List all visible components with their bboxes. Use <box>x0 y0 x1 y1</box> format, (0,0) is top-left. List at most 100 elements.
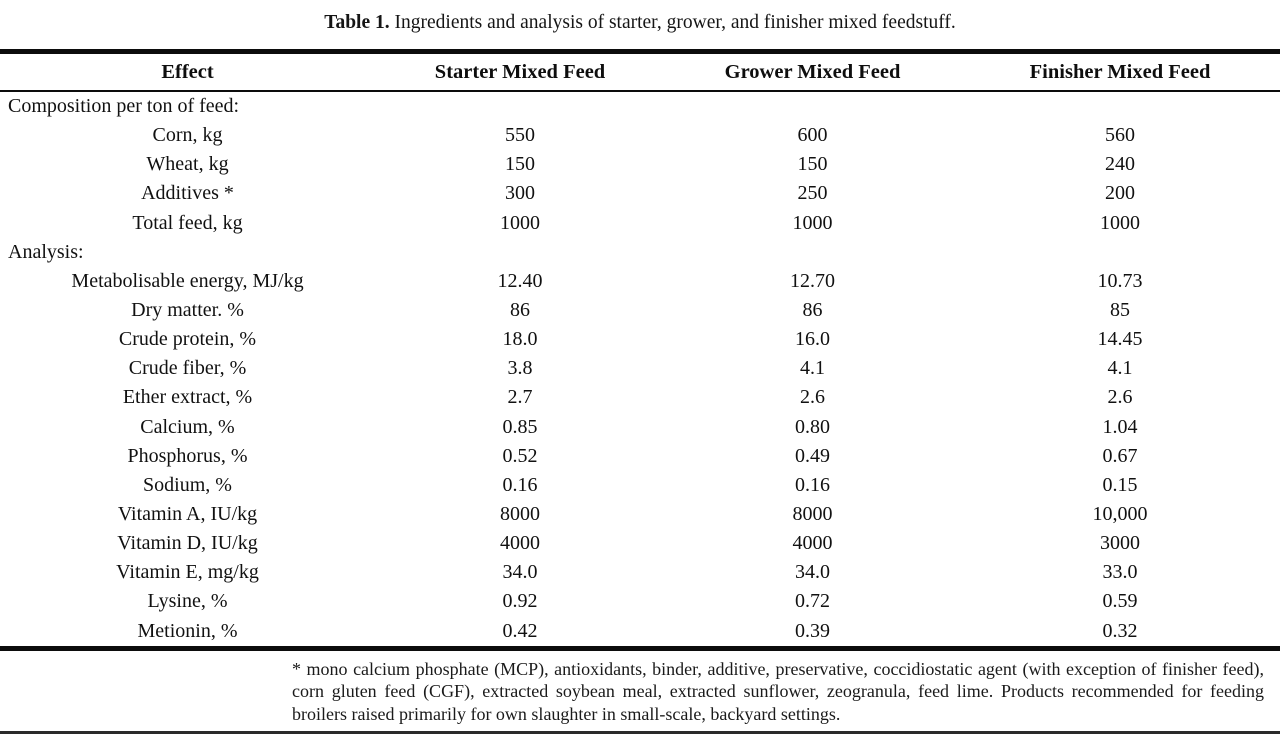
table-row: Crude protein, % 18.0 16.0 14.45 <box>0 325 1280 354</box>
cell-value: 0.92 <box>502 590 538 613</box>
row-label: Vitamin E, mg/kg <box>116 561 259 584</box>
row-label: Wheat, kg <box>146 153 229 176</box>
cell-value: 8000 <box>792 503 833 526</box>
table-header-row: Effect Starter Mixed Feed Grower Mixed F… <box>0 54 1280 90</box>
cell-value: 3.8 <box>507 357 533 380</box>
cell-value: 4000 <box>792 532 833 555</box>
table-row: Crude fiber, % 3.8 4.1 4.1 <box>0 354 1280 383</box>
table-row: Dry matter. % 86 86 85 <box>0 296 1280 325</box>
cell-value: 33.0 <box>1102 561 1138 584</box>
cell-value: 4.1 <box>800 357 825 380</box>
row-label: Additives * <box>141 182 234 205</box>
table-row: Wheat, kg 150 150 240 <box>0 150 1280 179</box>
cell-value: 0.15 <box>1102 473 1138 496</box>
row-section-label: Analysis: <box>8 240 84 263</box>
cell-value: 0.80 <box>795 415 830 438</box>
cell-value: 2.7 <box>507 386 533 409</box>
cell-value: 3000 <box>1100 532 1140 555</box>
row-label: Vitamin A, IU/kg <box>117 503 258 526</box>
page-bottom-rule <box>0 731 1280 734</box>
table-row: Calcium, % 0.85 0.80 1.04 <box>0 413 1280 442</box>
cell-value: 0.49 <box>795 444 830 467</box>
cell-value: 0.59 <box>1102 590 1138 613</box>
table-rule-bottom <box>0 645 1280 651</box>
cell-value: 0.39 <box>795 619 830 642</box>
cell-value: 2.6 <box>800 386 825 409</box>
table-row: Total feed, kg 1000 1000 1000 <box>0 209 1280 238</box>
row-label: Crude protein, % <box>118 328 257 351</box>
cell-value: 0.42 <box>502 619 538 642</box>
table-row: Analysis: <box>0 238 1280 267</box>
cell-value: 14.45 <box>1097 328 1143 351</box>
cell-value: 200 <box>1105 182 1135 205</box>
table-row: Vitamin D, IU/kg 4000 4000 3000 <box>0 529 1280 558</box>
cell-value: 0.72 <box>795 590 830 613</box>
cell-value: 18.0 <box>502 328 538 351</box>
row-label: Sodium, % <box>143 473 232 496</box>
table-caption: Table 1. Ingredients and analysis of sta… <box>0 0 1280 35</box>
cell-value: 1000 <box>500 211 540 234</box>
cell-value: 600 <box>797 124 828 147</box>
table-row: Metabolisable energy, MJ/kg 12.40 12.70 … <box>0 267 1280 296</box>
table-row: Sodium, % 0.16 0.16 0.15 <box>0 471 1280 500</box>
column-header-starter: Starter Mixed Feed <box>434 60 606 83</box>
table-row: Vitamin A, IU/kg 8000 8000 10,000 <box>0 500 1280 529</box>
cell-value: 0.32 <box>1102 619 1138 642</box>
cell-value: 150 <box>505 153 535 176</box>
cell-value: 12.40 <box>497 269 543 292</box>
row-label: Dry matter. % <box>131 299 244 322</box>
table-caption-text: Ingredients and analysis of starter, gro… <box>394 12 956 33</box>
cell-value: 240 <box>1105 153 1135 176</box>
cell-value: 0.85 <box>502 415 538 438</box>
table-row: Corn, kg 550 600 560 <box>0 121 1280 150</box>
cell-value: 34.0 <box>502 561 538 584</box>
cell-value: 10,000 <box>1092 503 1148 526</box>
cell-value: 0.67 <box>1102 444 1138 467</box>
row-label: Calcium, % <box>140 415 235 438</box>
table-rule-header <box>0 90 1280 92</box>
cell-value: 0.16 <box>795 473 830 496</box>
table-footnote: * mono calcium phosphate (MCP), antioxid… <box>292 658 1264 724</box>
row-label: Metionin, % <box>137 619 238 642</box>
cell-value: 16.0 <box>795 328 830 351</box>
table-row: Ether extract, % 2.7 2.6 2.6 <box>0 383 1280 412</box>
row-label: Lysine, % <box>147 590 228 613</box>
table-row: Metionin, % 0.42 0.39 0.32 <box>0 617 1280 646</box>
row-label: Corn, kg <box>152 124 223 147</box>
table-rule-top <box>0 49 1280 54</box>
table-row: Composition per ton of feed: <box>0 92 1280 121</box>
table-row: Additives * 300 250 200 <box>0 179 1280 208</box>
row-label: Total feed, kg <box>132 211 243 234</box>
row-label: Phosphorus, % <box>127 444 248 467</box>
cell-value: 85 <box>1110 299 1130 322</box>
cell-value: 150 <box>797 153 828 176</box>
cell-value: 4000 <box>500 532 540 555</box>
cell-value: 2.6 <box>1107 386 1133 409</box>
cell-value: 1000 <box>1100 211 1140 234</box>
cell-value: 12.70 <box>790 269 835 292</box>
cell-value: 86 <box>510 299 530 322</box>
row-label: Metabolisable energy, MJ/kg <box>71 269 304 292</box>
cell-value: 1000 <box>792 211 833 234</box>
cell-value: 8000 <box>500 503 540 526</box>
cell-value: 10.73 <box>1097 269 1143 292</box>
cell-value: 4.1 <box>1107 357 1133 380</box>
cell-value: 250 <box>797 182 828 205</box>
cell-value: 86 <box>802 299 823 322</box>
cell-value: 560 <box>1105 124 1135 147</box>
row-section-label: Composition per ton of feed: <box>8 95 240 118</box>
row-label: Crude fiber, % <box>128 357 247 380</box>
table-caption-number: Table 1. <box>324 12 390 33</box>
cell-value: 34.0 <box>795 561 830 584</box>
column-header-finisher: Finisher Mixed Feed <box>1029 60 1211 83</box>
table-row: Vitamin E, mg/kg 34.0 34.0 33.0 <box>0 558 1280 587</box>
column-header-effect: Effect <box>161 60 214 83</box>
cell-value: 0.52 <box>502 444 538 467</box>
row-label: Vitamin D, IU/kg <box>117 532 258 555</box>
cell-value: 300 <box>505 182 535 205</box>
cell-value: 550 <box>505 124 535 147</box>
column-header-grower: Grower Mixed Feed <box>724 60 901 83</box>
table-row: Phosphorus, % 0.52 0.49 0.67 <box>0 442 1280 471</box>
row-label: Ether extract, % <box>122 386 253 409</box>
